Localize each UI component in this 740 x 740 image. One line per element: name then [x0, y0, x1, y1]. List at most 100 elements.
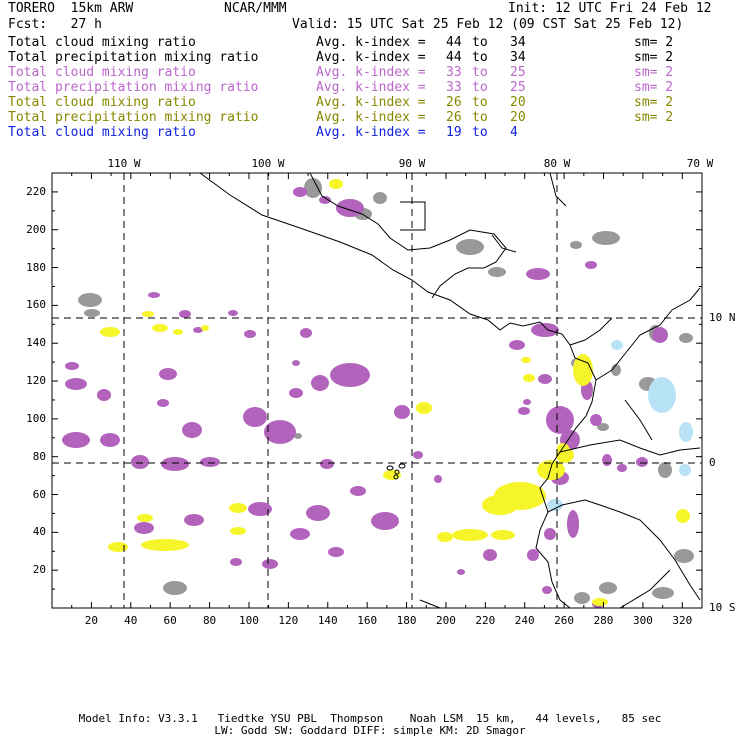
y-tick-label: 100 [26, 411, 46, 425]
cloud-purple-area [531, 323, 559, 337]
cloud-purple-area [289, 388, 303, 398]
x-tick-label: 260 [554, 614, 575, 627]
cloud-yellow-area [523, 374, 535, 382]
cloud-lightblue-area [679, 422, 693, 442]
legend-to: to [472, 125, 488, 140]
cloud-gray-area [373, 192, 387, 204]
cloud-gray-area [611, 364, 621, 376]
cloud-purple-area [184, 514, 204, 526]
legend-smoothing: sm= 2 [634, 50, 674, 65]
cloud-purple-area [179, 310, 191, 318]
cloud-purple-area [527, 549, 539, 561]
cloud-purple-area [131, 455, 149, 469]
cloud-purple-area [193, 327, 203, 333]
x-tick-label: 60 [163, 614, 177, 627]
longitude-label: 80 W [543, 157, 571, 170]
galapagos-island [394, 469, 400, 475]
x-tick-label: 300 [632, 614, 653, 627]
legend-to: to [472, 65, 488, 80]
cloud-purple-area [248, 502, 272, 516]
y-tick-label: 200 [26, 222, 46, 236]
legend-field: Total precipitation mixing ratio [8, 50, 259, 65]
x-tick-label: 160 [357, 614, 378, 627]
cloud-purple-area [328, 547, 344, 557]
cloud-purple-area [602, 454, 612, 466]
cloud-gray-area [597, 423, 609, 431]
legend-index-label: Avg. k-index = [316, 95, 426, 110]
legend-field: Total precipitation mixing ratio [8, 110, 259, 125]
coastline [595, 287, 701, 381]
cloud-purple-area [457, 569, 465, 575]
cloud-gray-area [163, 581, 187, 595]
legend-field: Total cloud mixing ratio [8, 65, 196, 80]
map-frame [51, 172, 703, 609]
cloud-purple-area [330, 363, 370, 387]
cloud-purple-area [546, 406, 574, 434]
coastline [619, 569, 671, 608]
cloud-purple-area [300, 328, 312, 338]
galapagos-island [393, 474, 399, 480]
cloud-gray-area [78, 293, 102, 307]
cloud-gray-area [456, 239, 484, 255]
cloud-gray-area [570, 241, 582, 249]
cloud-purple-area [65, 362, 79, 370]
cloud-lightblue-area [547, 499, 563, 511]
coastline [419, 599, 441, 608]
cloud-yellow-area [142, 311, 154, 317]
cloud-purple-area [228, 310, 238, 316]
coastline [199, 173, 597, 608]
cloud-yellow-area [592, 598, 608, 606]
coastline [491, 234, 517, 253]
cloud-purple-area [134, 522, 154, 534]
y-tick-label: 220 [26, 184, 46, 198]
y-tick-label: 120 [26, 374, 46, 388]
cloud-purple-area [157, 399, 169, 407]
legend-index-label: Avg. k-index = [316, 65, 426, 80]
x-tick-label: 240 [514, 614, 535, 627]
map-field-layer [62, 173, 701, 608]
cloud-purple-area [62, 432, 90, 448]
cloud-gray-area [599, 582, 617, 594]
x-tick-label: 20 [84, 614, 99, 627]
legend-to: to [472, 95, 488, 110]
legend-to: to [472, 110, 488, 125]
cloud-yellow-area [676, 509, 690, 523]
legend-index-low: 20 [510, 95, 526, 110]
cloud-purple-area [320, 459, 334, 469]
cloud-yellow-area [383, 470, 401, 480]
forecast-hour: Fcst: 27 h [8, 17, 102, 32]
legend-field: Total cloud mixing ratio [8, 35, 196, 50]
x-tick-label: 80 [202, 614, 217, 627]
legend-index-label: Avg. k-index = [316, 125, 426, 140]
coastline [549, 173, 567, 207]
legend-index-label: Avg. k-index = [316, 80, 426, 95]
legend-to: to [472, 50, 488, 65]
legend-field: Total cloud mixing ratio [8, 125, 196, 140]
coastline [559, 439, 701, 456]
cloud-gray-area [592, 231, 620, 245]
cloud-purple-area [518, 407, 530, 415]
cloud-gray-area [674, 549, 694, 563]
legend-smoothing: sm= 2 [634, 95, 674, 110]
legend-index-high: 26 [446, 95, 462, 110]
cloud-gray-area [652, 587, 674, 599]
longitude-label: 110 W [107, 157, 141, 170]
legend-index-high: 33 [446, 65, 462, 80]
cloud-purple-area [636, 457, 648, 467]
legend-index-high: 44 [446, 50, 462, 65]
x-tick-label: 320 [672, 614, 693, 627]
cloud-yellow-area [537, 460, 565, 480]
cloud-purple-area [97, 389, 111, 401]
cloud-lightblue-area [648, 377, 676, 413]
legend-field: Total cloud mixing ratio [8, 95, 196, 110]
legend-smoothing: sm= 2 [634, 35, 674, 50]
coastline [569, 317, 613, 346]
x-tick-label: 40 [124, 614, 138, 627]
legend-index-low: 25 [510, 65, 526, 80]
cloud-lightblue-area [679, 464, 691, 476]
cloud-purple-area [290, 528, 310, 540]
cloud-purple-area [523, 399, 531, 405]
cloud-gray-area [658, 462, 672, 478]
cloud-purple-area [509, 340, 525, 350]
cloud-yellow-area [491, 530, 515, 540]
